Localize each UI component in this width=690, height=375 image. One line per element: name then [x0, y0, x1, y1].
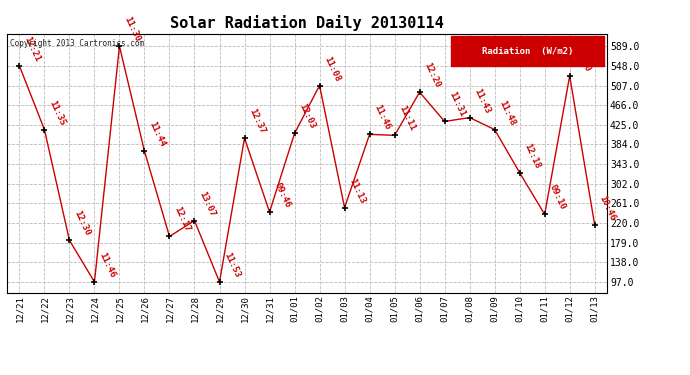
Text: 11:46: 11:46 [97, 251, 117, 279]
Text: 10:46: 10:46 [598, 194, 617, 222]
Text: 11:11: 11:11 [397, 104, 417, 132]
Text: 11:46: 11:46 [373, 104, 392, 132]
FancyBboxPatch shape [451, 36, 604, 66]
Text: 12:03: 12:03 [297, 102, 317, 130]
Text: 12:37: 12:37 [247, 107, 267, 135]
Text: 11:50: 11:50 [573, 45, 592, 73]
Text: 11:31: 11:31 [447, 90, 467, 118]
Text: 11:08: 11:08 [322, 54, 342, 83]
Text: 13:07: 13:07 [197, 190, 217, 218]
Text: 11:13: 11:13 [347, 177, 367, 205]
Text: 09:10: 09:10 [547, 183, 567, 211]
Text: 11:48: 11:48 [497, 99, 517, 127]
Text: 09:46: 09:46 [273, 181, 292, 209]
Text: 12:18: 12:18 [522, 142, 542, 170]
Text: 11:43: 11:43 [473, 87, 492, 115]
Text: 11:30: 11:30 [122, 15, 141, 44]
Text: 12:17: 12:17 [172, 206, 192, 234]
Text: 12:21: 12:21 [22, 35, 41, 63]
Text: Copyright 2013 Cartronics.com: Copyright 2013 Cartronics.com [10, 39, 144, 48]
Title: Solar Radiation Daily 20130114: Solar Radiation Daily 20130114 [170, 15, 444, 31]
Text: 11:44: 11:44 [147, 120, 167, 148]
Text: 11:35: 11:35 [47, 99, 67, 127]
Text: 12:30: 12:30 [72, 209, 92, 237]
Text: 11:53: 11:53 [222, 251, 242, 279]
Text: 12:20: 12:20 [422, 61, 442, 89]
Text: Radiation  (W/m2): Radiation (W/m2) [482, 46, 573, 56]
